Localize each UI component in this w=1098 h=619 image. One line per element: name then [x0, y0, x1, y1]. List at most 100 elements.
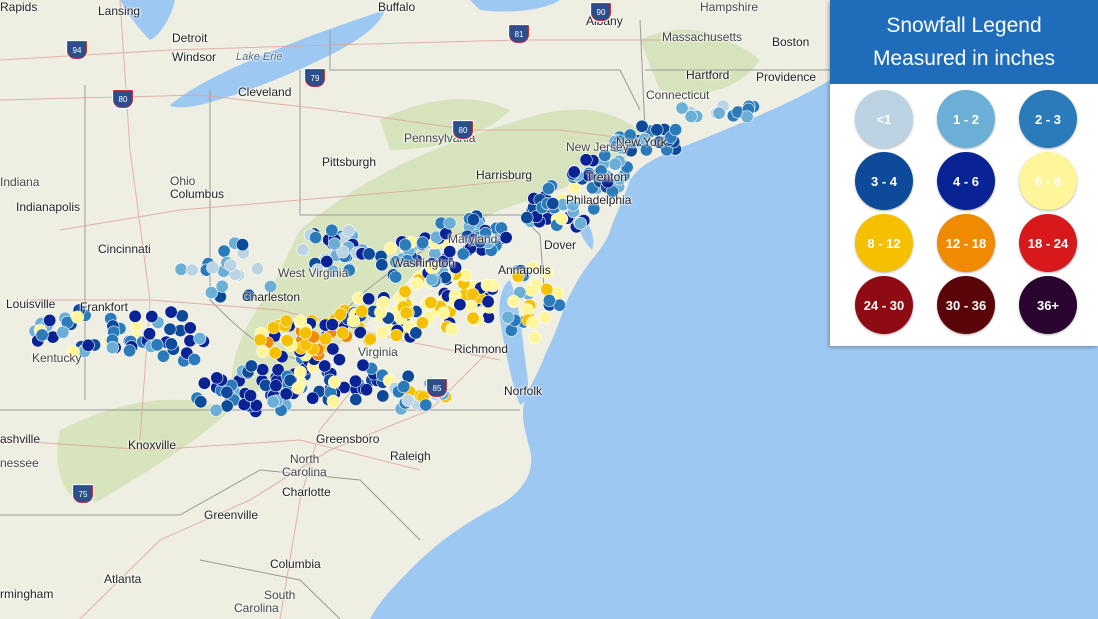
snowfall-observation-point[interactable] — [280, 334, 294, 348]
snowfall-observation-point[interactable] — [66, 345, 80, 359]
snowfall-observation-point[interactable] — [236, 238, 250, 252]
snowfall-observation-point[interactable] — [267, 321, 281, 335]
snowfall-observation-point[interactable] — [220, 385, 234, 399]
snowfall-observation-point[interactable] — [362, 292, 376, 306]
snowfall-observation-point[interactable] — [466, 287, 480, 301]
snowfall-observation-point[interactable] — [224, 258, 238, 272]
snowfall-observation-point[interactable] — [425, 273, 439, 287]
snowfall-observation-point[interactable] — [205, 286, 219, 300]
snowfall-observation-point[interactable] — [410, 276, 424, 290]
snowfall-observation-point[interactable] — [481, 295, 495, 309]
snowfall-observation-point[interactable] — [269, 379, 283, 393]
snowfall-observation-point[interactable] — [542, 293, 556, 307]
snowfall-observation-point[interactable] — [400, 254, 414, 268]
snowfall-observation-point[interactable] — [319, 332, 333, 346]
snowfall-observation-point[interactable] — [283, 373, 297, 387]
snowfall-observation-point[interactable] — [513, 285, 527, 299]
snowfall-observation-point[interactable] — [398, 284, 412, 298]
snowfall-observation-point[interactable] — [106, 341, 120, 355]
snowfall-observation-point[interactable] — [353, 325, 367, 339]
snowfall-observation-point[interactable] — [538, 310, 552, 324]
snowfall-observation-point[interactable] — [244, 389, 258, 403]
snowfall-observation-point[interactable] — [424, 295, 438, 309]
snowfall-observation-point[interactable] — [359, 383, 373, 397]
snowfall-observation-point[interactable] — [309, 231, 323, 245]
snowfall-observation-point[interactable] — [318, 359, 332, 373]
snowfall-observation-point[interactable] — [175, 309, 189, 323]
snowfall-observation-point[interactable] — [511, 269, 525, 283]
snowfall-observation-point[interactable] — [528, 331, 542, 345]
snowfall-observation-point[interactable] — [541, 182, 555, 196]
snowfall-observation-point[interactable] — [210, 371, 224, 385]
snowfall-observation-point[interactable] — [399, 306, 413, 320]
snowfall-observation-point[interactable] — [540, 265, 554, 279]
snowfall-observation-point[interactable] — [375, 325, 389, 339]
snowfall-observation-point[interactable] — [449, 260, 463, 274]
snowfall-observation-point[interactable] — [310, 263, 324, 277]
snowfall-observation-point[interactable] — [174, 262, 188, 276]
snowfall-observation-point[interactable] — [355, 304, 369, 318]
snowfall-observation-point[interactable] — [567, 165, 581, 179]
snowfall-observation-point[interactable] — [43, 313, 57, 327]
snowfall-observation-point[interactable] — [342, 263, 356, 277]
snowfall-observation-point[interactable] — [325, 318, 339, 332]
snowfall-observation-point[interactable] — [415, 316, 429, 330]
snowfall-observations[interactable] — [28, 99, 760, 418]
snowfall-observation-point[interactable] — [143, 327, 157, 341]
snowfall-observation-point[interactable] — [293, 365, 307, 379]
snowfall-observation-point[interactable] — [501, 310, 515, 324]
snowfall-observation-point[interactable] — [326, 264, 340, 278]
snowfall-observation-point[interactable] — [740, 110, 754, 124]
snowfall-observation-point[interactable] — [363, 332, 377, 346]
snowfall-observation-point[interactable] — [256, 363, 270, 377]
snowfall-observation-point[interactable] — [279, 314, 293, 328]
snowfall-observation-point[interactable] — [145, 309, 159, 323]
snowfall-observation-point[interactable] — [188, 352, 202, 366]
snowfall-observation-point[interactable] — [612, 172, 626, 186]
snowfall-observation-point[interactable] — [156, 349, 170, 363]
snowfall-observation-point[interactable] — [389, 328, 403, 342]
snowfall-observation-point[interactable] — [253, 333, 267, 347]
snowfall-observation-point[interactable] — [150, 338, 164, 352]
snowfall-observation-point[interactable] — [336, 245, 350, 259]
snowfall-observation-point[interactable] — [279, 387, 293, 401]
snowfall-observation-point[interactable] — [271, 363, 285, 377]
snowfall-observation-point[interactable] — [128, 309, 142, 323]
snowfall-observation-point[interactable] — [123, 344, 137, 358]
snowfall-observation-point[interactable] — [326, 394, 340, 408]
snowfall-observation-point[interactable] — [299, 326, 313, 340]
snowfall-observation-point[interactable] — [520, 211, 534, 225]
snowfall-observation-point[interactable] — [348, 374, 362, 388]
snowfall-observation-point[interactable] — [250, 262, 264, 276]
snowfall-observation-point[interactable] — [163, 322, 177, 336]
snowfall-observation-point[interactable] — [524, 283, 538, 297]
snowfall-observation-point[interactable] — [362, 247, 376, 261]
snowfall-observation-point[interactable] — [669, 123, 683, 137]
snowfall-observation-point[interactable] — [675, 101, 689, 115]
snowfall-observation-point[interactable] — [507, 294, 521, 308]
snowfall-observation-point[interactable] — [56, 325, 70, 339]
snowfall-observation-point[interactable] — [328, 237, 342, 251]
snowfall-observation-point[interactable] — [347, 314, 361, 328]
snowfall-observation-point[interactable] — [349, 392, 363, 406]
snowfall-observation-point[interactable] — [573, 217, 587, 231]
snowfall-observation-point[interactable] — [296, 243, 310, 257]
snowfall-observation-point[interactable] — [650, 123, 664, 137]
snowfall-observation-point[interactable] — [397, 380, 411, 394]
snowfall-observation-point[interactable] — [608, 157, 622, 171]
snowfall-observation-point[interactable] — [383, 241, 397, 255]
snowfall-observation-point[interactable] — [291, 381, 305, 395]
snowfall-observation-point[interactable] — [209, 403, 223, 417]
snowfall-observation-point[interactable] — [183, 321, 197, 335]
snowfall-observation-point[interactable] — [263, 280, 277, 294]
snowfall-observation-point[interactable] — [389, 270, 403, 284]
snowfall-observation-point[interactable] — [445, 322, 459, 336]
snowfall-observation-point[interactable] — [540, 282, 554, 296]
snowfall-observation-point[interactable] — [635, 119, 649, 133]
snowfall-observation-point[interactable] — [419, 398, 433, 412]
snowfall-observation-point[interactable] — [164, 305, 178, 319]
snowfall-observation-point[interactable] — [256, 344, 270, 358]
snowfall-observation-point[interactable] — [579, 153, 593, 167]
snowfall-observation-point[interactable] — [437, 306, 451, 320]
snowfall-observation-point[interactable] — [375, 258, 389, 272]
